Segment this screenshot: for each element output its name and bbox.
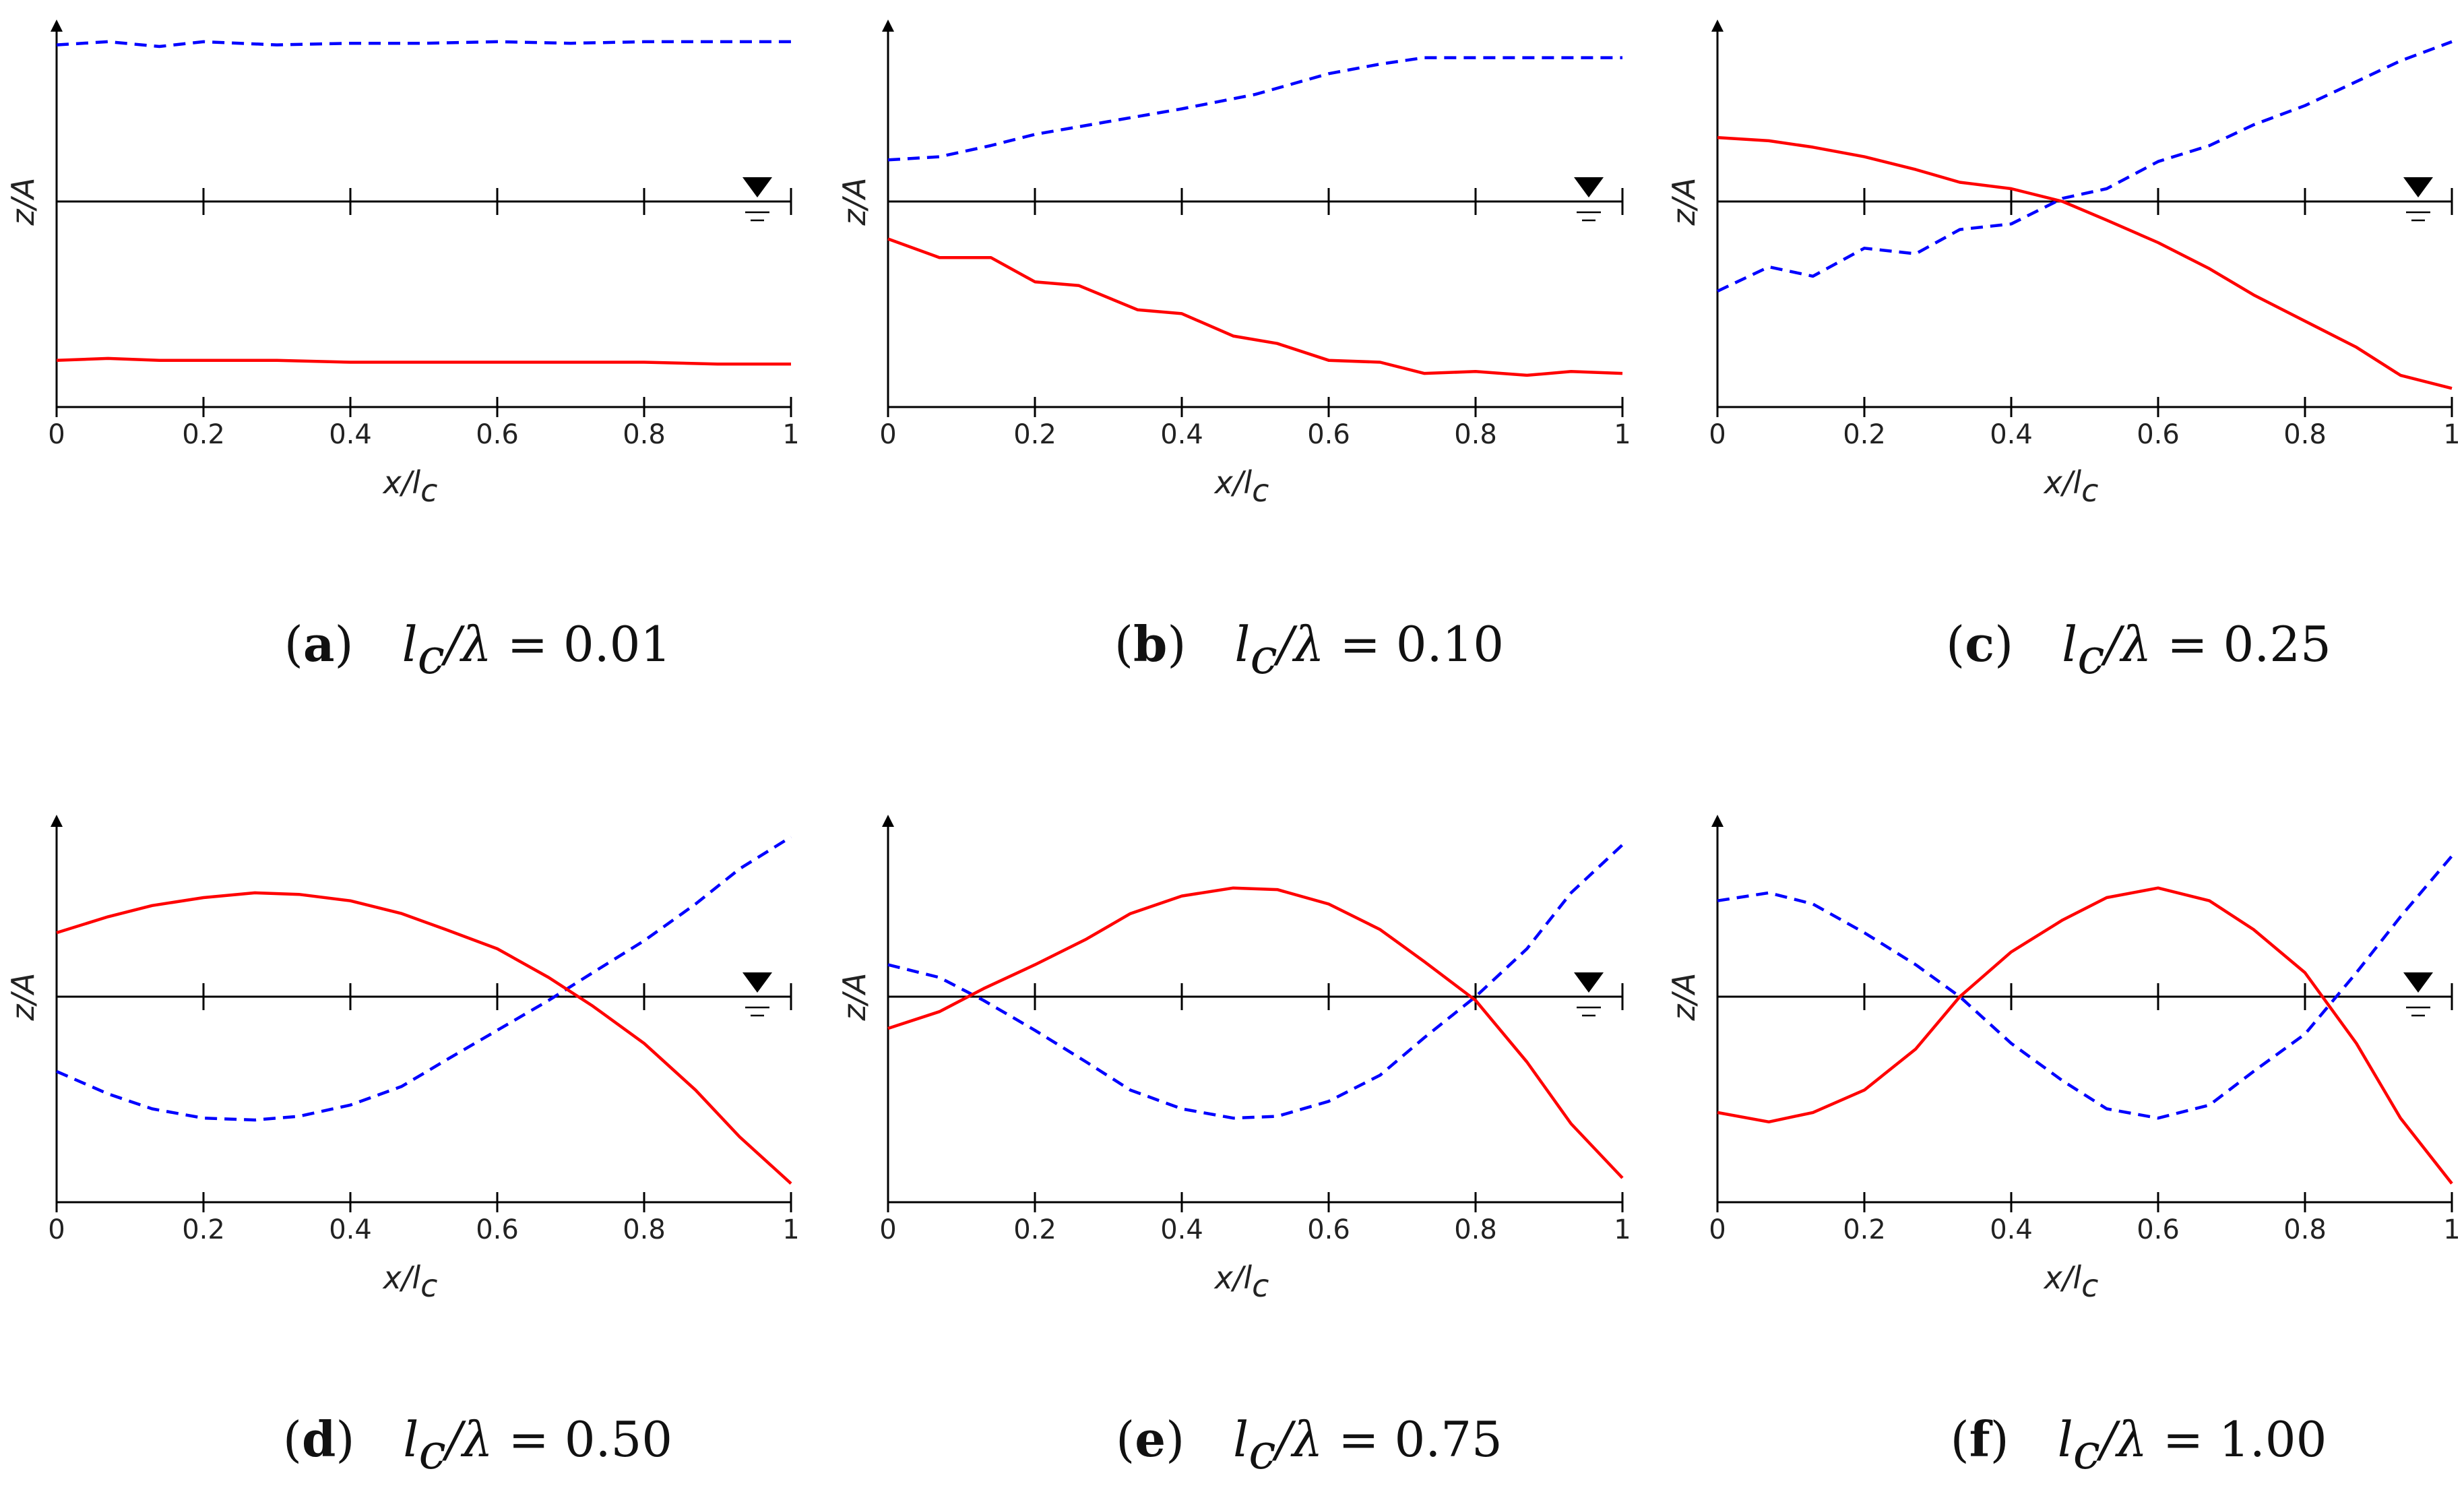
- x-tick-label: 0.2: [1843, 1214, 1886, 1245]
- panel-a: 0 0.2 0.4 0.6 0.8 1 z/A x/lc (a) lc/λ = 0.01: [5, 20, 800, 685]
- x-axis-label: x/lc: [1213, 1259, 1269, 1304]
- solid-series-line: [887, 237, 1623, 377]
- x-tick-label: 0.4: [1160, 1214, 1203, 1245]
- x-tick-label: 0.6: [2137, 419, 2180, 450]
- x-tick-label: 0.4: [1990, 419, 2033, 450]
- x-tick-label: 0.2: [1013, 1214, 1056, 1245]
- water-level-icon: [743, 972, 772, 993]
- x-tick-label: 0.2: [182, 1214, 225, 1245]
- x-tick-label: 1: [782, 419, 799, 450]
- x-axis-label: x/lc: [382, 464, 438, 509]
- panel-d: 0 0.2 0.4 0.6 0.8 1 z/A x/lc (d) lc/λ = 0.50: [5, 815, 800, 1480]
- x-tick-label: 0.2: [1013, 419, 1056, 450]
- dashed-series-line: [887, 844, 1624, 1120]
- x-tick-label: 1: [782, 1214, 799, 1245]
- x-tick-label: 0: [48, 1214, 65, 1245]
- y-axis-label: z/A: [5, 972, 41, 1021]
- x-tick-label: 1: [2443, 1214, 2460, 1245]
- water-level-icon: [2403, 177, 2433, 197]
- solid-series-line: [56, 356, 791, 366]
- panel-b: 0 0.2 0.4 0.6 0.8 1 z/A x/lc (b) lc/λ = 0.10: [836, 20, 1631, 685]
- x-axis-label: x/lc: [1213, 464, 1269, 509]
- y-axis-label: z/A: [836, 177, 873, 226]
- water-level-icon: [1574, 177, 1604, 197]
- panel-caption: (d) lc/λ = 0.50: [283, 1410, 672, 1480]
- panel-caption: (f) lc/λ = 1.00: [1951, 1410, 2327, 1480]
- x-tick-label: 0.8: [1454, 419, 1497, 450]
- water-level-icon: [743, 177, 772, 197]
- x-tick-label: 0: [1709, 1214, 1726, 1245]
- x-tick-label: 0.6: [476, 1214, 519, 1245]
- x-tick-label: 0.2: [1843, 419, 1886, 450]
- dashed-series-line: [56, 40, 791, 49]
- x-tick-label: 0.6: [1307, 419, 1350, 450]
- x-axis-label: x/lc: [2043, 1259, 2099, 1304]
- dashed-series-line: [887, 56, 1622, 162]
- x-tick-label: 0.4: [329, 419, 372, 450]
- y-axis-label: z/A: [5, 177, 41, 226]
- dashed-series-line: [1717, 40, 2453, 293]
- x-tick-label: 0.6: [2137, 1214, 2180, 1245]
- panel-f: 0 0.2 0.4 0.6 0.8 1 z/A x/lc (f) lc/λ = 1.00: [1666, 815, 2461, 1480]
- y-axis-label: z/A: [1666, 177, 1702, 226]
- x-tick-label: 1: [2443, 419, 2460, 450]
- x-tick-label: 0.2: [182, 419, 225, 450]
- x-axis-label: x/lc: [2043, 464, 2099, 509]
- dashed-series-line: [1717, 854, 2453, 1120]
- y-axis-label: z/A: [1666, 972, 1702, 1021]
- x-tick-label: 0: [1709, 419, 1726, 450]
- solid-series-line: [1717, 135, 2453, 390]
- x-tick-label: 1: [1614, 1214, 1631, 1245]
- x-tick-label: 0.8: [1454, 1214, 1497, 1245]
- x-tick-label: 0: [48, 419, 65, 450]
- solid-series-line: [1717, 886, 2453, 1185]
- x-tick-label: 0.8: [623, 1214, 666, 1245]
- x-tick-label: 0.4: [1990, 1214, 2033, 1245]
- water-level-icon: [2403, 972, 2433, 993]
- x-tick-label: 0.4: [329, 1214, 372, 1245]
- x-tick-label: 0.6: [476, 419, 519, 450]
- x-tick-label: 1: [1614, 419, 1631, 450]
- x-tick-label: 0.4: [1160, 419, 1203, 450]
- x-tick-label: 0.8: [623, 419, 666, 450]
- panel-c: 0 0.2 0.4 0.6 0.8 1 z/A x/lc (c) lc/λ = 0.25: [1666, 20, 2461, 685]
- panel-e: 0 0.2 0.4 0.6 0.8 1 z/A x/lc (e) lc/λ = 0.75: [836, 815, 1631, 1480]
- panel-caption: (a) lc/λ = 0.01: [284, 615, 672, 685]
- solid-series-line: [56, 891, 792, 1185]
- dashed-series-line: [56, 835, 792, 1122]
- x-tick-label: 0: [879, 419, 896, 450]
- x-tick-label: 0.8: [2283, 1214, 2327, 1245]
- panel-caption: (c) lc/λ = 0.25: [1946, 615, 2331, 685]
- water-level-icon: [1574, 972, 1604, 993]
- x-axis-label: x/lc: [382, 1259, 438, 1304]
- solid-series-line: [887, 886, 1624, 1179]
- x-tick-label: 0.8: [2283, 419, 2327, 450]
- y-axis-label: z/A: [836, 972, 873, 1021]
- panel-caption: (e) lc/λ = 0.75: [1116, 1410, 1503, 1480]
- x-tick-label: 0.6: [1307, 1214, 1350, 1245]
- panel-caption: (b) lc/λ = 0.10: [1114, 615, 1504, 685]
- x-tick-label: 0: [879, 1214, 896, 1245]
